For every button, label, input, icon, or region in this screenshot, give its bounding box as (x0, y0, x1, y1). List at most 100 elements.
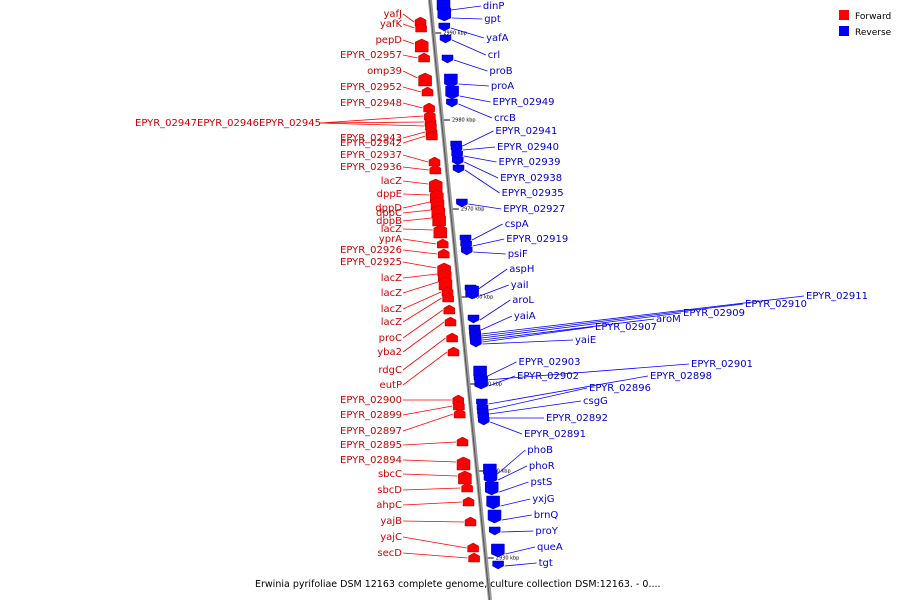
reverse-gene-label: psiF (508, 249, 528, 260)
reverse-leader (501, 514, 532, 521)
reverse-gene-label: crcB (494, 113, 516, 124)
forward-gene-label: yajB (380, 516, 402, 527)
legend-forward-label: Forward (855, 12, 891, 22)
reverse-gene-glyph (477, 416, 490, 426)
reverse-gene-label: EPYR_02903 (519, 357, 581, 368)
reverse-leader (481, 318, 655, 341)
reverse-leader (479, 299, 511, 321)
forward-leader (319, 122, 425, 127)
reverse-gene-glyph (439, 34, 452, 44)
reverse-leader (488, 375, 649, 405)
reverse-leader (481, 303, 744, 337)
reverse-leader (479, 284, 509, 297)
reverse-leader (451, 39, 486, 56)
forward-gene-label: yprA (379, 234, 402, 245)
forward-gene-glyph (446, 332, 458, 343)
legend-reverse-swatch (839, 26, 849, 36)
forward-gene-label: EPYR_02943 (340, 133, 402, 144)
forward-gene-label: yajC (380, 532, 402, 543)
tick-label: 2930 kbp (496, 556, 520, 562)
reverse-gene-label: EPYR_02919 (506, 234, 568, 245)
reverse-leader (462, 130, 494, 147)
genome-backbone (428, 0, 492, 600)
forward-gene-label: EPYR_02957 (340, 50, 402, 61)
map-caption: Erwinia pyrifoliae DSM 12163 complete ge… (255, 579, 661, 590)
forward-gene-glyph (453, 400, 465, 411)
forward-gene-glyph (426, 130, 438, 141)
reverse-gene-label: tgt (539, 558, 553, 569)
reverse-gene-label: EPYR_02940 (497, 142, 559, 153)
reverse-gene-label: EPYR_02907 (595, 322, 657, 333)
forward-gene-label: EPYR_02937 (340, 150, 402, 161)
forward-gene-glyph (415, 22, 427, 33)
forward-leader (402, 273, 438, 279)
reverse-leader (481, 312, 682, 339)
reverse-gene-glyph (488, 526, 501, 536)
forward-gene-label: dppB (376, 216, 402, 227)
forward-leader (319, 115, 424, 124)
reverse-gene-glyph (491, 543, 505, 558)
reverse-gene-label: EPYR_02941 (495, 126, 557, 137)
forward-gene-label: EPYR_02936 (340, 162, 402, 173)
forward-leader (402, 23, 415, 29)
reverse-genes (436, 0, 505, 570)
forward-leader (402, 459, 457, 463)
forward-gene-glyph (456, 436, 469, 447)
forward-gene-label: lacZ (381, 317, 402, 328)
forward-leader (319, 121, 425, 124)
forward-gene-glyph (444, 316, 457, 327)
reverse-leader (464, 161, 499, 179)
kbp-ticks: 2990 kbp 2980 kbp 2970 kbp 2960 kbp 2950 kbp… (435, 31, 519, 562)
reverse-leader (463, 155, 497, 163)
reverse-leader (458, 83, 489, 87)
tick-label: 2990 kbp (443, 31, 467, 37)
forward-leader (402, 501, 463, 506)
forward-gene-label: EPYR_02947 (135, 118, 197, 129)
forward-gene-glyph (468, 552, 480, 563)
reverse-gene-glyph (446, 98, 458, 108)
reverse-leader (497, 449, 526, 475)
forward-gene-label: secD (377, 548, 402, 559)
reverse-gene-label: proB (489, 66, 512, 77)
reverse-gene-label: EPYR_02949 (493, 97, 555, 108)
forward-leader (402, 228, 433, 231)
forward-gene-glyph (428, 156, 441, 167)
reverse-leader (504, 562, 537, 567)
reverse-leader (476, 268, 508, 291)
forward-gene-label: lacZ (381, 304, 402, 315)
reverse-leader (497, 465, 528, 481)
reverse-leader (488, 387, 588, 411)
forward-leader (402, 297, 442, 323)
forward-gene-glyph (442, 292, 454, 303)
forward-leader (402, 39, 415, 45)
reverse-gene-label: yaiE (575, 335, 596, 346)
reverse-gene-glyph (451, 156, 464, 166)
forward-leader (402, 180, 429, 185)
reverse-gene-glyph (484, 481, 499, 496)
forward-gene-glyph (436, 238, 449, 249)
reverse-leader (501, 530, 534, 533)
forward-leader (402, 54, 418, 59)
forward-gene-glyph (443, 304, 456, 315)
forward-leader (402, 487, 461, 491)
forward-gene-glyph (414, 38, 429, 53)
forward-gene-glyph (447, 346, 460, 357)
forward-leader (402, 520, 465, 523)
reverse-gene-glyph (474, 375, 488, 390)
forward-gene-label: EPYR_02899 (340, 410, 402, 421)
forward-gene-glyph (423, 102, 435, 113)
reverse-gene-label: EPYR_02902 (517, 371, 579, 382)
reverse-gene-label: queA (537, 542, 563, 553)
reverse-leader (505, 546, 536, 555)
reverse-gene-label: EPYR_02938 (500, 173, 562, 184)
forward-leader (402, 441, 457, 446)
forward-gene-label: lacZ (381, 176, 402, 187)
forward-leader (402, 261, 437, 269)
forward-leader (402, 238, 437, 245)
reverse-gene-glyph (483, 469, 498, 484)
reverse-gene-label: EPYR_02898 (650, 371, 712, 382)
tick-label: 2960 kbp (470, 295, 494, 301)
forward-gene-glyph (453, 408, 466, 419)
forward-gene-label: dppD (375, 203, 402, 214)
